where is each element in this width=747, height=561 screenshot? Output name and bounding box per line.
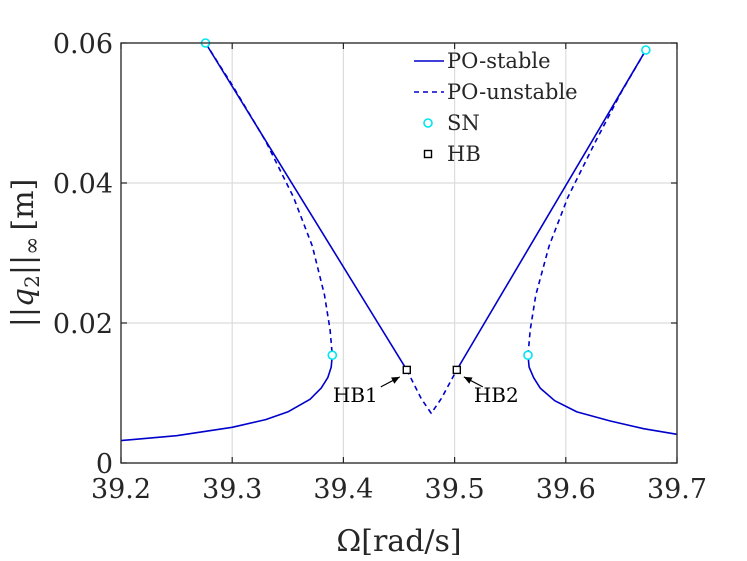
marker-sn <box>327 350 338 361</box>
y-tick-label: 0 <box>96 449 113 480</box>
x-tick-label: 39.7 <box>647 474 707 505</box>
y-tick-label: 0.04 <box>53 169 113 200</box>
x-tick-label: 39.2 <box>91 474 151 505</box>
series-layer <box>120 42 678 442</box>
y-axis-label-inf: ∞ <box>20 237 45 255</box>
x-tick-label: 39.5 <box>425 474 485 505</box>
marker-sn <box>523 350 533 361</box>
axes-background <box>121 43 677 463</box>
y-axis-label-norm-close: || <box>6 255 41 275</box>
marker-layer <box>200 38 651 375</box>
ticks-layer <box>120 42 678 464</box>
y-axis-label-norm-open: || <box>6 307 41 327</box>
y-axis-label-sub: 2 <box>20 275 44 288</box>
y-tick-label: 0.06 <box>53 29 113 60</box>
series-line-po-stable <box>527 355 678 436</box>
series-line-po-unstable <box>527 49 647 356</box>
series-line-po-stable <box>120 355 334 442</box>
annotation-arrowhead-hb1 <box>391 376 400 384</box>
x-tick-label: 39.6 <box>536 474 596 505</box>
annotation-arrowhead-hb2 <box>463 376 473 384</box>
legend-label-po-stable: PO-stable <box>447 49 551 73</box>
y-tick-label: 0.02 <box>53 309 113 340</box>
legend-label-hb: HB <box>447 142 481 166</box>
x-axis-label: Ω[rad/s] <box>336 524 461 559</box>
series-line-po-stable <box>456 49 647 371</box>
legend-swatch-hb <box>423 149 433 159</box>
marker-hb <box>402 365 411 375</box>
legend-label-po-unstable: PO-unstable <box>447 80 578 104</box>
annotation-label-hb1: HB1 <box>333 383 378 407</box>
y-axis-label-unit: [m] <box>6 179 41 231</box>
y-axis-label: ||q2||∞[m] <box>6 179 45 328</box>
marker-hb <box>452 365 462 375</box>
annotation-layer: HB1 HB2 <box>333 376 519 407</box>
x-tick-label: 39.4 <box>313 474 373 505</box>
annotation-label-hb2: HB2 <box>474 383 519 407</box>
x-tick-label: 39.3 <box>202 474 262 505</box>
y-axis-label-var: q <box>6 288 41 307</box>
legend-swatch-sn <box>423 118 433 128</box>
legend-label-sn: SN <box>447 111 480 135</box>
x-tick-labels: 39.2 39.3 39.4 39.5 39.6 39.7 <box>91 474 707 505</box>
series-line-po-unstable <box>406 369 458 415</box>
axes-box <box>120 42 678 464</box>
series-line-po-unstable <box>204 42 334 356</box>
legend: PO-stable PO-unstable SN HB <box>414 49 578 166</box>
plot-area: HB1 HB2 PO-stable PO-unstable SN HB <box>120 38 678 464</box>
marker-sn <box>641 45 651 55</box>
y-tick-labels: 0 0.02 0.04 0.06 <box>53 29 113 480</box>
